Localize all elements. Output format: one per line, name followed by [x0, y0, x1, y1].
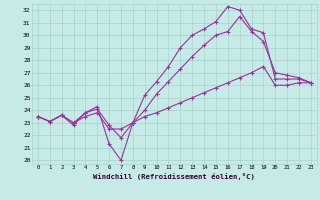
X-axis label: Windchill (Refroidissement éolien,°C): Windchill (Refroidissement éolien,°C)	[93, 173, 255, 180]
